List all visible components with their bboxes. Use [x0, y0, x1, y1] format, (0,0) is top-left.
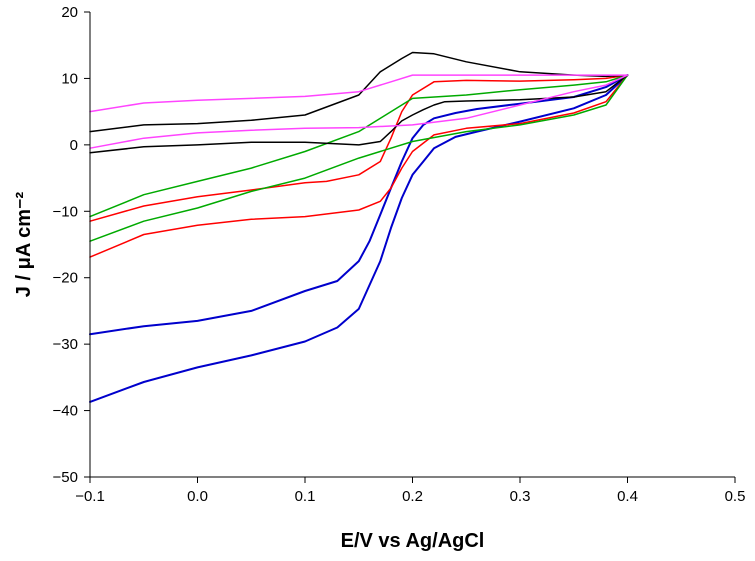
y-tick-label: −10 — [53, 203, 78, 220]
x-ticks: −0.1 0.0 0.1 0.2 0.3 0.4 0.5 — [75, 477, 745, 505]
y-tick-label: 20 — [61, 4, 78, 21]
y-tick-label: 10 — [61, 70, 78, 87]
y-tick-label: 0 — [70, 137, 78, 154]
y-tick-label: −50 — [53, 469, 78, 486]
series-line-1 — [89, 74, 629, 403]
y-ticks: −50 −40 −30 −20 −10 0 10 20 — [53, 4, 90, 486]
x-tick-label: −0.1 — [75, 488, 105, 505]
x-tick-label: 0.4 — [617, 488, 638, 505]
x-tick-label: 0.3 — [510, 488, 531, 505]
x-tick-label: 0.5 — [725, 488, 746, 505]
series-line-5 — [89, 74, 629, 149]
x-tick-label: 0.1 — [295, 488, 316, 505]
y-tick-label: −30 — [53, 336, 78, 353]
x-tick-label: 0.0 — [187, 488, 208, 505]
series-layer — [89, 51, 629, 403]
x-tick-label: 0.2 — [402, 488, 423, 505]
axes-layer: −0.1 0.0 0.1 0.2 0.3 0.4 0.5 −50 −40 −30 −20 −10 0 1… — [53, 4, 746, 505]
series-line-2 — [89, 74, 629, 258]
y-axis-title: J / μA cm⁻² — [13, 191, 35, 297]
y-tick-label: −40 — [53, 403, 78, 420]
x-axis-title: E/V vs Ag/AgCl — [341, 530, 485, 552]
series-line-4 — [89, 51, 629, 154]
y-tick-label: −20 — [53, 270, 78, 287]
